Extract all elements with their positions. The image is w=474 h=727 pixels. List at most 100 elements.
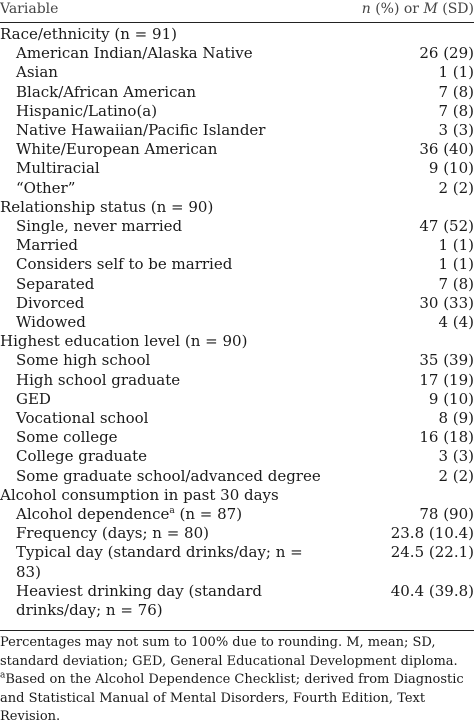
- row-label: Some college: [0, 428, 474, 447]
- row-label-text: Highest education level (n = 90): [0, 332, 248, 351]
- row-value: 26 (29): [419, 44, 474, 63]
- table-row: Separated 7 (8): [0, 275, 474, 294]
- table-row: Married 1 (1): [0, 236, 474, 255]
- row-value: 3 (3): [438, 447, 474, 466]
- row-label: Divorced: [0, 294, 474, 313]
- row-label: Widowed: [0, 313, 474, 332]
- row-label-sup: a: [169, 506, 175, 517]
- row-label-text: Typical day (standard drinks/day; n = 83…: [16, 543, 303, 581]
- row-label-text: Alcohol dependence: [16, 505, 170, 524]
- row-label: Black/African American: [0, 83, 474, 102]
- row-label: American Indian/Alaska Native: [0, 44, 474, 63]
- row-label: Heaviest drinking day (standard drinks/d…: [0, 582, 474, 620]
- row-value: 30 (33): [419, 293, 474, 312]
- table-row: Frequency (days; n = 80) 23.8 (10.4): [0, 524, 474, 543]
- table-section-row: Highest education level (n = 90): [0, 332, 474, 351]
- table-row: College graduate 3 (3): [0, 447, 474, 466]
- row-label-text: “Other”: [16, 178, 76, 197]
- row-value: 1 (1): [438, 255, 474, 274]
- row-label: Multiracial: [0, 159, 474, 178]
- row-label-text: White/European American: [16, 140, 218, 159]
- row-label-text: Considers self to be married: [16, 255, 233, 274]
- footnote-text: Based on the Alcohol Dependence Checklis…: [0, 672, 464, 724]
- row-value: 36 (40): [419, 140, 474, 159]
- row-label-text: Multiracial: [16, 159, 100, 178]
- table-row: Typical day (standard drinks/day; n = 83…: [0, 543, 474, 581]
- table-row: Multiracial 9 (10): [0, 159, 474, 178]
- row-value: 4 (4): [438, 313, 474, 332]
- row-value: 8 (9): [438, 409, 474, 428]
- row-value: 35 (39): [419, 351, 474, 370]
- row-label-text: Hispanic/Latino(a): [16, 101, 158, 120]
- header-statistic: n (%) or M (SD): [362, 0, 474, 18]
- header-n: n: [361, 1, 371, 17]
- row-label-text: Married: [16, 236, 78, 255]
- row-label-text: Single, never married: [16, 217, 183, 236]
- row-label-text: Relationship status (n = 90): [0, 197, 214, 216]
- row-value: 47 (52): [419, 217, 474, 236]
- row-label: Highest education level (n = 90): [0, 332, 474, 351]
- table-row: Alcohol dependencea (n = 87) 78 (90): [0, 505, 474, 524]
- row-value: 7 (8): [438, 101, 474, 120]
- row-label: Single, never married: [0, 217, 474, 236]
- table-section-row: Race/ethnicity (n = 91): [0, 25, 474, 44]
- row-label-text: High school graduate: [16, 370, 181, 389]
- row-label: Typical day (standard drinks/day; n = 83…: [0, 543, 474, 581]
- table-row: Asian 1 (1): [0, 63, 474, 82]
- row-value: 24.5 (22.1): [390, 543, 474, 562]
- row-label-text: Asian: [16, 63, 58, 82]
- row-label: Alcohol dependencea (n = 87): [0, 505, 474, 524]
- table-row: Black/African American 7 (8): [0, 83, 474, 102]
- row-label: GED: [0, 390, 474, 409]
- row-value: 9 (10): [428, 389, 474, 408]
- row-label-text: Divorced: [16, 293, 85, 312]
- row-label-text: Native Hawaiian/Pacific Islander: [16, 121, 266, 140]
- row-label-text: Heaviest drinking day (standard drinks/d…: [16, 581, 262, 620]
- table-body: Race/ethnicity (n = 91) American Indian/A…: [0, 25, 474, 620]
- table-section-row: Relationship status (n = 90): [0, 198, 474, 217]
- row-label-text: American Indian/Alaska Native: [16, 44, 253, 63]
- row-label: Alcohol consumption in past 30 days: [0, 486, 474, 505]
- table-row: Some high school 35 (39): [0, 351, 474, 370]
- table-row: Native Hawaiian/Pacific Islander 3 (3): [0, 121, 474, 140]
- row-label: Some graduate school/advanced degree: [0, 467, 474, 486]
- table-row: Considers self to be married 1 (1): [0, 255, 474, 274]
- row-label-suffix: (n = 87): [174, 505, 243, 524]
- table-row: Single, never married 47 (52): [0, 217, 474, 236]
- footnote-marker: a: [0, 670, 6, 681]
- row-value: 23.8 (10.4): [390, 524, 474, 543]
- row-label-text: Frequency (days; n = 80): [16, 524, 209, 543]
- row-label: Frequency (days; n = 80): [0, 524, 474, 543]
- row-label-text: Some college: [16, 428, 118, 447]
- row-label: Hispanic/Latino(a): [0, 102, 474, 121]
- table-row: White/European American 36 (40): [0, 140, 474, 159]
- table-row: High school graduate 17 (19): [0, 371, 474, 390]
- row-label-text: College graduate: [16, 447, 148, 466]
- row-label: White/European American: [0, 140, 474, 159]
- row-value: 7 (8): [438, 274, 474, 293]
- note-footnote-a: aBased on the Alcohol Dependence Checkli…: [0, 671, 474, 727]
- table-row: American Indian/Alaska Native 26 (29): [0, 44, 474, 63]
- row-label-text: Vocational school: [16, 409, 149, 428]
- row-value: 2 (2): [438, 466, 474, 485]
- row-label: College graduate: [0, 447, 474, 466]
- table-header: Variable n (%) or M (SD): [0, 0, 474, 23]
- row-label-text: GED: [16, 389, 51, 408]
- row-value: 17 (19): [419, 370, 474, 389]
- row-label: Asian: [0, 63, 474, 82]
- table-row: Divorced 30 (33): [0, 294, 474, 313]
- row-label: “Other”: [0, 179, 474, 198]
- row-value: 16 (18): [419, 428, 474, 447]
- row-value: 9 (10): [428, 159, 474, 178]
- row-value: 1 (1): [438, 236, 474, 255]
- table-row: Hispanic/Latino(a) 7 (8): [0, 102, 474, 121]
- row-label: Considers self to be married: [0, 255, 474, 274]
- row-label-text: Widowed: [16, 313, 86, 332]
- row-value: 78 (90): [419, 505, 474, 524]
- row-label-text: Race/ethnicity (n = 91): [0, 25, 177, 43]
- note-abbreviations: Percentages may not sum to 100% due to r…: [0, 635, 458, 669]
- row-label: Race/ethnicity (n = 91): [0, 25, 474, 44]
- row-label: Married: [0, 236, 474, 255]
- row-label-text: Alcohol consumption in past 30 days: [0, 485, 279, 504]
